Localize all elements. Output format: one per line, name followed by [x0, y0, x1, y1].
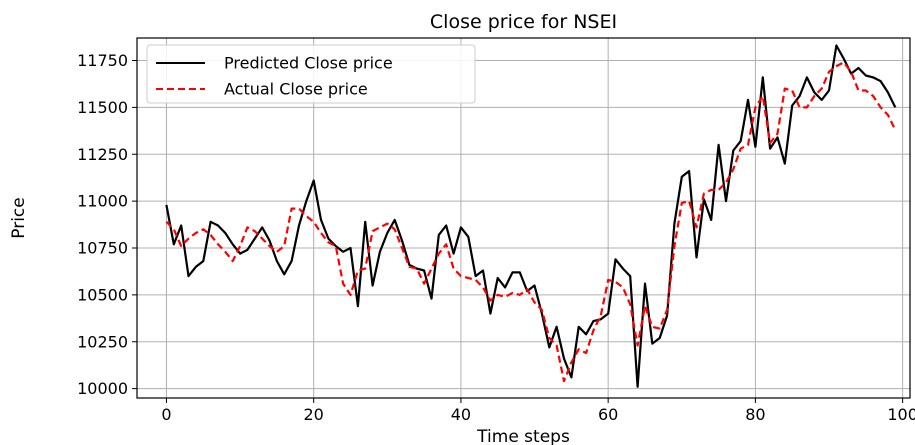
y-tick-label: 11750 — [77, 51, 128, 70]
legend-box — [146, 44, 476, 104]
y-axis-label: Price — [9, 197, 29, 238]
legend-label-predicted: Predicted Close price — [224, 54, 393, 73]
predicted-close-price-line — [165, 44, 897, 388]
y-tick-label: 11000 — [77, 192, 128, 211]
y-tick-label: 10750 — [77, 239, 128, 258]
x-tick-label: 0 — [161, 405, 171, 424]
data-series — [165, 44, 897, 388]
legend-label-actual: Actual Close price — [224, 80, 368, 99]
y-tick-label: 11250 — [77, 145, 128, 164]
x-tick-label: 80 — [745, 405, 765, 424]
y-tick-label: 11500 — [77, 98, 128, 117]
x-axis-label: Time steps — [476, 427, 570, 445]
chart-title: Close price for NSEI — [430, 11, 617, 33]
x-tick-label: 20 — [304, 405, 324, 424]
axis-ticks: 0 20 40 60 80 100 10000 10250 10500 10750 11000 112… — [77, 51, 915, 424]
y-tick-label: 10000 — [77, 379, 128, 398]
chart-legend: Predicted Close price Actual Close price — [146, 44, 476, 104]
actual-close-price-line — [165, 61, 897, 383]
x-tick-label: 40 — [451, 405, 471, 424]
x-tick-label: 100 — [887, 405, 915, 424]
plot-area-frame — [136, 37, 911, 399]
y-tick-label: 10500 — [77, 285, 128, 304]
y-tick-label: 10250 — [77, 332, 128, 351]
x-tick-label: 60 — [598, 405, 618, 424]
